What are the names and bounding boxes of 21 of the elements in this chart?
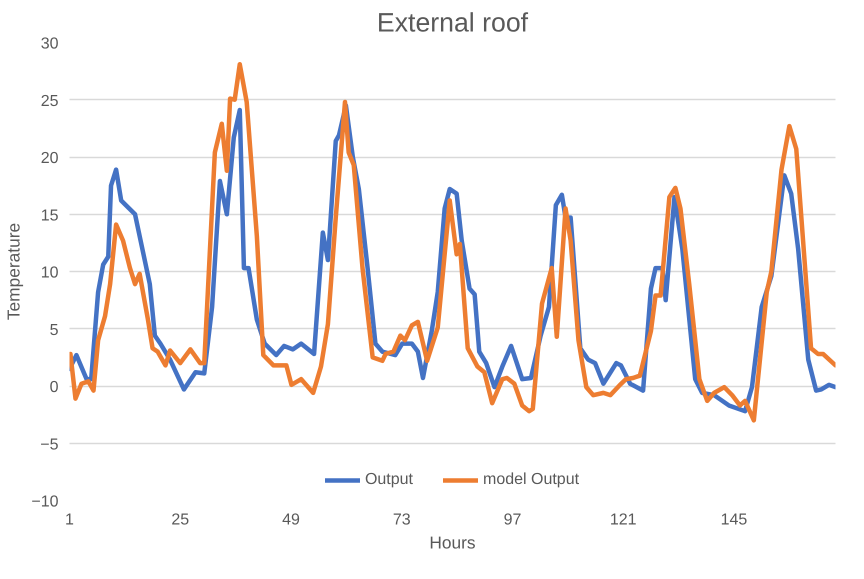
legend-label: Output	[364, 471, 413, 489]
chart-title: External roof	[376, 8, 529, 38]
x-tick-label: 25	[171, 512, 190, 528]
y-tick-label: 30	[40, 36, 59, 52]
y-tick-label: −5	[40, 436, 59, 454]
x-tick-label: 145	[720, 512, 748, 528]
x-tick-label: 121	[610, 512, 637, 528]
legend-label: model Output	[482, 471, 580, 489]
y-tick-label: 20	[40, 150, 59, 167]
y-tick-label: 25	[40, 92, 59, 110]
y-tick-label: 0	[50, 379, 59, 396]
x-tick-label: 1	[65, 512, 74, 528]
x-tick-label: 97	[504, 512, 522, 528]
x-tick-label: 49	[282, 512, 300, 528]
x-axis-title: Hours	[429, 532, 476, 552]
y-tick-label: 10	[40, 264, 59, 282]
y-axis-title: Temperature	[3, 222, 24, 320]
y-tick-label: 15	[40, 207, 59, 224]
y-tick-label: −10	[31, 494, 59, 510]
y-tick-label: 5	[50, 322, 59, 339]
x-tick-label: 73	[392, 512, 411, 528]
